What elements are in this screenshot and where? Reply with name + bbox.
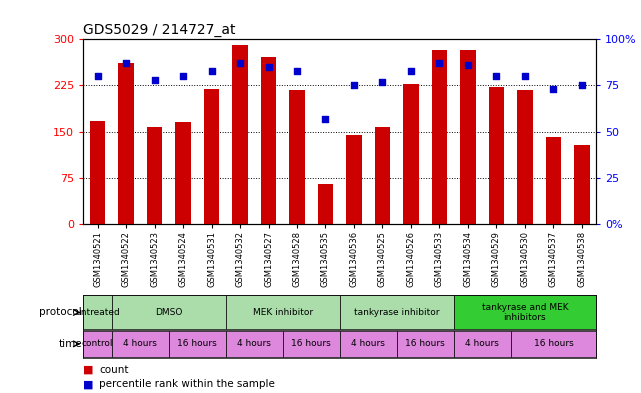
Point xyxy=(577,83,587,89)
Text: 16 hours: 16 hours xyxy=(292,340,331,348)
Point xyxy=(235,60,245,66)
Text: 16 hours: 16 hours xyxy=(178,340,217,348)
Text: MEK inhibitor: MEK inhibitor xyxy=(253,308,313,317)
Bar xyxy=(574,145,590,224)
Bar xyxy=(488,87,504,224)
Bar xyxy=(118,63,134,224)
Point xyxy=(463,62,473,68)
Bar xyxy=(460,50,476,224)
Point xyxy=(349,83,359,89)
Text: 16 hours: 16 hours xyxy=(533,340,573,348)
Bar xyxy=(374,127,390,224)
Text: percentile rank within the sample: percentile rank within the sample xyxy=(99,379,275,389)
Bar xyxy=(175,122,191,224)
Point xyxy=(149,77,160,83)
Bar xyxy=(283,331,340,357)
Text: tankyrase and MEK
inhibitors: tankyrase and MEK inhibitors xyxy=(481,303,568,322)
Point xyxy=(292,68,302,74)
Bar xyxy=(147,127,162,224)
Bar xyxy=(403,84,419,224)
Bar xyxy=(83,296,112,329)
Bar xyxy=(454,296,596,329)
Text: ■: ■ xyxy=(83,379,94,389)
Bar xyxy=(545,137,562,224)
Point xyxy=(206,68,217,74)
Text: 4 hours: 4 hours xyxy=(351,340,385,348)
Bar xyxy=(112,331,169,357)
Point xyxy=(491,73,501,79)
Bar xyxy=(112,296,226,329)
Bar xyxy=(511,331,596,357)
Text: tankyrase inhibitor: tankyrase inhibitor xyxy=(354,308,440,317)
Text: time: time xyxy=(58,339,82,349)
Bar xyxy=(83,331,112,357)
Text: 4 hours: 4 hours xyxy=(237,340,271,348)
Text: 4 hours: 4 hours xyxy=(123,340,157,348)
Text: 16 hours: 16 hours xyxy=(405,340,445,348)
Point xyxy=(548,86,558,92)
Bar xyxy=(431,50,447,224)
Text: 4 hours: 4 hours xyxy=(465,340,499,348)
Bar xyxy=(517,90,533,224)
Bar xyxy=(340,296,454,329)
Point xyxy=(520,73,530,79)
Text: control: control xyxy=(82,340,113,348)
Bar xyxy=(346,135,362,224)
Point xyxy=(263,64,274,70)
Bar xyxy=(90,121,105,224)
Point xyxy=(121,60,131,66)
Bar xyxy=(397,331,454,357)
Text: ■: ■ xyxy=(83,365,94,375)
Point xyxy=(406,68,416,74)
Bar xyxy=(318,184,333,224)
Bar xyxy=(340,331,397,357)
Bar xyxy=(226,296,340,329)
Point xyxy=(378,79,388,85)
Text: count: count xyxy=(99,365,129,375)
Text: DMSO: DMSO xyxy=(155,308,183,317)
Point xyxy=(178,73,188,79)
Point xyxy=(92,73,103,79)
Point xyxy=(435,60,445,66)
Bar xyxy=(232,45,248,224)
Point xyxy=(320,116,331,122)
Bar xyxy=(204,88,219,224)
Text: GDS5029 / 214727_at: GDS5029 / 214727_at xyxy=(83,23,236,37)
Bar xyxy=(261,57,276,224)
Text: untreated: untreated xyxy=(75,308,120,317)
Bar xyxy=(226,331,283,357)
Bar xyxy=(289,90,305,224)
Text: protocol: protocol xyxy=(39,307,82,318)
Bar xyxy=(454,331,511,357)
Bar xyxy=(169,331,226,357)
